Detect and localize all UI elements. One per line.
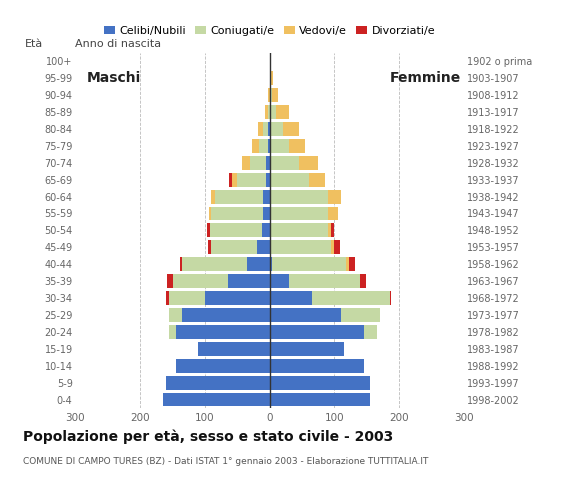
Bar	[349, 257, 354, 271]
Bar	[263, 206, 270, 220]
Bar	[166, 291, 169, 305]
Bar	[270, 291, 312, 305]
Bar	[270, 156, 299, 169]
Bar	[266, 156, 270, 169]
Bar	[360, 274, 365, 288]
Bar	[166, 376, 270, 390]
Text: Maschi: Maschi	[87, 71, 142, 85]
Bar	[262, 224, 270, 237]
Bar	[205, 291, 270, 305]
Bar	[242, 156, 251, 169]
Bar	[212, 206, 263, 220]
Bar	[163, 393, 270, 407]
Bar	[180, 257, 182, 271]
Bar	[251, 156, 266, 169]
Bar	[182, 308, 270, 322]
Bar	[270, 206, 328, 220]
Bar	[270, 359, 364, 372]
Bar	[299, 156, 318, 169]
Bar	[252, 139, 259, 153]
Bar	[270, 71, 273, 85]
Bar	[173, 274, 227, 288]
Bar	[289, 139, 305, 153]
Bar	[169, 325, 176, 339]
Bar	[270, 105, 276, 119]
Bar	[271, 257, 346, 271]
Bar	[276, 105, 289, 119]
Bar	[227, 274, 270, 288]
Bar	[169, 308, 182, 322]
Bar	[331, 240, 335, 254]
Bar	[182, 257, 247, 271]
Bar	[210, 224, 262, 237]
Bar	[309, 173, 325, 187]
Bar	[169, 291, 205, 305]
Text: Anno di nascita: Anno di nascita	[75, 39, 161, 49]
Legend: Celibi/Nubili, Coniugati/e, Vedovi/e, Divorziati/e: Celibi/Nubili, Coniugati/e, Vedovi/e, Di…	[100, 21, 440, 40]
Bar	[270, 325, 364, 339]
Text: Popolazione per età, sesso e stato civile - 2003: Popolazione per età, sesso e stato civil…	[23, 430, 393, 444]
Bar	[335, 240, 340, 254]
Bar	[198, 342, 270, 356]
Bar	[341, 308, 380, 322]
Bar	[176, 359, 270, 372]
Bar	[232, 173, 237, 187]
Bar	[270, 393, 370, 407]
Bar	[270, 190, 328, 204]
Bar	[212, 190, 215, 204]
Bar	[328, 224, 331, 237]
Bar	[264, 105, 268, 119]
Bar	[215, 190, 263, 204]
Text: Età: Età	[25, 39, 43, 49]
Bar	[270, 376, 370, 390]
Bar	[268, 105, 270, 119]
Bar	[258, 122, 263, 136]
Bar	[237, 173, 266, 187]
Bar	[270, 173, 309, 187]
Bar	[269, 122, 270, 136]
Bar	[270, 224, 328, 237]
Bar	[212, 240, 257, 254]
Bar	[263, 190, 270, 204]
Bar	[346, 257, 349, 271]
Bar	[364, 325, 376, 339]
Bar	[270, 139, 289, 153]
Bar	[312, 291, 390, 305]
Bar	[270, 88, 271, 102]
Bar	[270, 240, 331, 254]
Bar	[328, 190, 341, 204]
Bar	[328, 206, 338, 220]
Bar	[209, 206, 212, 220]
Bar	[270, 257, 271, 271]
Bar	[270, 308, 341, 322]
Bar	[207, 224, 210, 237]
Bar	[257, 240, 270, 254]
Bar	[266, 173, 270, 187]
Bar	[229, 173, 232, 187]
Bar	[270, 274, 289, 288]
Text: COMUNE DI CAMPO TURES (BZ) - Dati ISTAT 1° gennaio 2003 - Elaborazione TUTTITALI: COMUNE DI CAMPO TURES (BZ) - Dati ISTAT …	[23, 457, 429, 466]
Bar	[289, 274, 360, 288]
Bar	[269, 88, 270, 102]
Bar	[270, 122, 282, 136]
Bar	[271, 88, 278, 102]
Bar	[259, 139, 269, 153]
Bar	[331, 224, 335, 237]
Bar	[390, 291, 392, 305]
Bar	[176, 325, 270, 339]
Bar	[263, 122, 269, 136]
Bar	[282, 122, 299, 136]
Bar	[269, 139, 270, 153]
Text: Femmine: Femmine	[390, 71, 461, 85]
Bar	[168, 274, 173, 288]
Bar	[270, 342, 344, 356]
Bar	[208, 240, 212, 254]
Bar	[247, 257, 270, 271]
